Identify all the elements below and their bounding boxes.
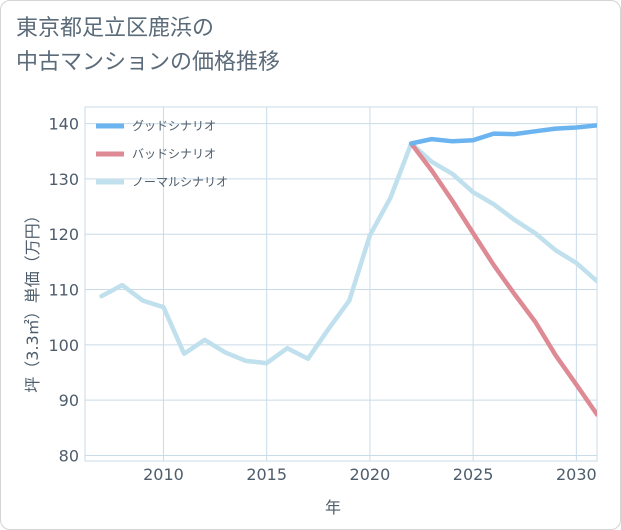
series-line-2 — [99, 141, 597, 366]
legend-label: ノーマルシナリオ — [132, 175, 228, 189]
grid-lines — [84, 106, 598, 462]
plot-frame — [84, 106, 598, 462]
series-lines — [99, 123, 597, 417]
x-tick-label: 2010 — [143, 465, 184, 484]
x-tick-label: 2030 — [556, 465, 597, 484]
y-tick-label: 80 — [59, 446, 79, 465]
legend-label: バッドシナリオ — [132, 147, 216, 161]
x-tick-label: 2015 — [246, 465, 287, 484]
legend-label: グッドシナリオ — [132, 119, 216, 133]
series-line-1 — [408, 141, 597, 417]
y-tick-label: 100 — [48, 336, 79, 355]
y-tick-label: 110 — [48, 281, 79, 300]
y-axis-title: 坪（3.3㎡）単価（万円） — [23, 207, 42, 392]
chart-title: 東京都足立区鹿浜の 中古マンションの価格推移 — [16, 16, 281, 75]
x-tick-labels: 2010 2015 2020 2025 2030 — [143, 465, 597, 484]
x-tick-label: 2025 — [453, 465, 494, 484]
x-axis-title: 年 — [325, 498, 341, 517]
y-tick-label: 90 — [59, 391, 79, 410]
x-tick-label: 2020 — [350, 465, 391, 484]
series-line-0 — [408, 123, 597, 146]
y-tick-label: 120 — [48, 225, 79, 244]
y-tick-label: 130 — [48, 170, 79, 189]
y-tick-label: 140 — [48, 115, 79, 134]
y-tick-labels: 80 90 100 110 120 130 140 — [48, 115, 79, 466]
